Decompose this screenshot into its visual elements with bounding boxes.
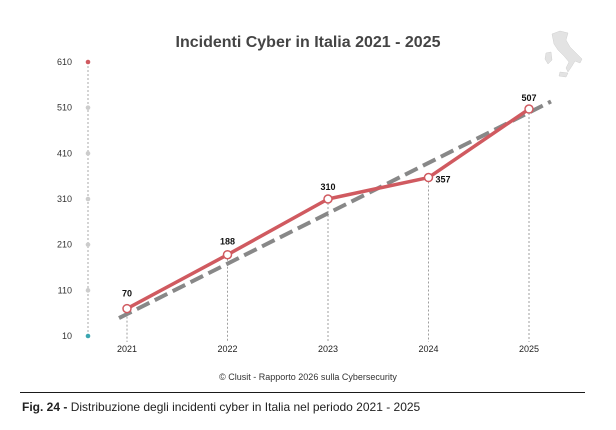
figure-caption: Fig. 24 - Distribuzione degli incidenti … [22,400,582,414]
x-axis: 2021 2022 2023 2024 2025 [117,344,539,354]
y-axis-dot [85,333,91,339]
y-axis-dot [85,151,91,156]
data-label: 188 [220,237,235,247]
data-label: 507 [521,93,536,103]
data-label: 357 [436,175,451,185]
y-tick-label: 10 [62,331,72,341]
y-tick-label: 310 [57,194,72,204]
data-point [423,172,434,183]
caption-label: Fig. 24 - [22,400,68,414]
trendline [118,99,552,320]
series-line [122,104,534,314]
data-point [122,303,132,314]
y-axis-dot [85,196,91,202]
caption-divider [20,392,585,393]
x-tick-label: 2023 [318,344,338,354]
data-label: 70 [122,289,132,299]
italy-map-icon [544,30,583,78]
trendline-path [118,99,552,320]
data-point [323,194,333,204]
y-tick-label: 510 [57,103,72,113]
data-point [222,249,233,260]
x-tick-label: 2021 [117,344,137,354]
line-chart: Incidenti Cyber in Italia 2021 - 2025 10… [57,30,583,382]
caption-text: Distribuzione degli incidenti cyber in I… [70,400,421,414]
x-tick-label: 2025 [519,344,539,354]
y-tick-label: 110 [58,285,72,295]
y-axis-dot [85,242,91,247]
y-tick-label: 610 [57,57,72,67]
y-tick-label: 210 [57,240,72,250]
chart-title: Incidenti Cyber in Italia 2021 - 2025 [176,34,441,51]
y-axis-dot [85,105,91,110]
y-axis: 10 110 210 310 410 510 610 [57,57,91,341]
y-axis-dot [85,59,91,65]
chart-credit: © Clusit - Rapporto 2026 sulla Cybersecu… [219,372,397,382]
data-label: 310 [320,182,335,192]
x-tick-label: 2024 [418,344,438,354]
data-point [524,104,534,114]
x-tick-label: 2022 [217,344,237,354]
y-tick-label: 410 [57,148,72,158]
data-labels: 70 188 310 357 507 [122,93,537,299]
y-axis-dot [85,288,91,293]
